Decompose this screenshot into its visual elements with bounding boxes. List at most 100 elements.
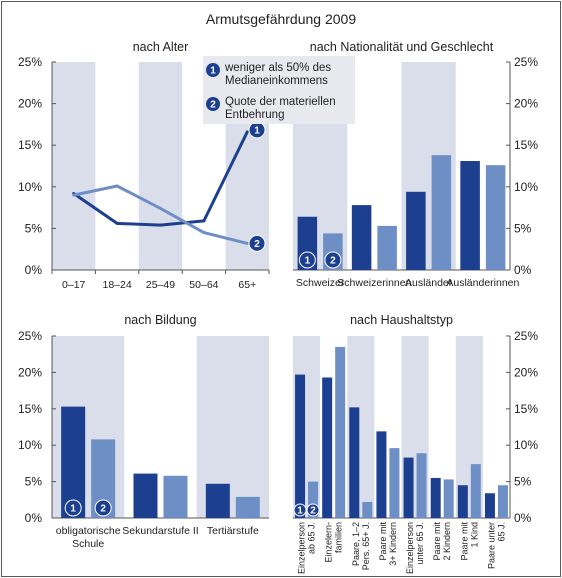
bar-marker-2-circle xyxy=(94,499,112,517)
bar-marker-1-circle xyxy=(293,503,307,517)
bar-series-2 xyxy=(362,501,373,518)
y-tick-label: 10% xyxy=(18,438,42,452)
bar-series-1 xyxy=(376,431,387,518)
x-tick-label: ab 65 J. xyxy=(307,522,317,554)
x-tick-label: Paare, 1–2 xyxy=(351,522,361,566)
bar-series-1 xyxy=(322,377,333,518)
panel-title: nach Nationalität und Geschlecht xyxy=(310,40,494,54)
bar-series-1 xyxy=(430,477,441,518)
bar-series-1 xyxy=(403,457,414,518)
x-tick-label: Einzelern- xyxy=(324,522,334,563)
bar-marker-1: 1 xyxy=(293,503,307,517)
x-tick-label: Einzelperson xyxy=(405,522,415,574)
bar-series-1 xyxy=(457,485,468,518)
x-tick-label: Paare mit xyxy=(432,522,442,561)
bar-marker-1-num: 1 xyxy=(305,256,311,267)
x-tick-label: Schweizerinnen xyxy=(337,277,411,289)
x-tick-label: 25–49 xyxy=(146,279,175,291)
y-tick-label: 5% xyxy=(25,221,43,235)
y-tick-label: 25% xyxy=(514,329,538,343)
bar-marker-2-num: 2 xyxy=(100,504,106,515)
x-tick-label: Paare unter xyxy=(486,522,496,569)
x-tick-label: Schule xyxy=(72,538,104,550)
chart-title: Armutsgefährdung 2009 xyxy=(206,11,356,27)
x-tick-label: Paare mit xyxy=(459,522,469,561)
panel-2: nach Nationalität und Geschlecht 0% 5% 10% 1… xyxy=(293,40,538,289)
y-tick-label: 25% xyxy=(514,55,538,69)
bar-marker-2: 2 xyxy=(306,503,320,517)
x-tick-label: 0–17 xyxy=(62,279,86,291)
legend-marker-2: 2 xyxy=(206,97,220,111)
bar-series-2 xyxy=(497,485,508,518)
y-tick-label: 20% xyxy=(18,97,42,111)
y-tick-label: 15% xyxy=(514,402,538,416)
bar-marker-2: 2 xyxy=(94,499,112,517)
panel-title: nach Haushaltstyp xyxy=(350,313,453,327)
bar-series-2 xyxy=(235,496,260,518)
bar-marker-2: 2 xyxy=(324,251,342,269)
legend-marker-2-circle xyxy=(206,97,220,111)
bar-marker-1-circle xyxy=(298,251,316,269)
bar-marker-1-num: 1 xyxy=(70,504,76,515)
x-tick-label: Ausländer xyxy=(405,277,453,289)
x-tick-label: unter 65 J. xyxy=(415,522,425,565)
bar-series-2 xyxy=(485,165,506,270)
data-point xyxy=(115,184,119,188)
bar-marker-1: 1 xyxy=(64,499,82,517)
x-tick-label: obligatorische xyxy=(56,525,121,537)
x-tick-label: 2 Kindern xyxy=(442,522,452,561)
x-tick-label: Pers. 65+ J. xyxy=(361,522,371,570)
panel-title: nach Alter xyxy=(133,40,189,54)
bar-series-1 xyxy=(61,406,86,518)
series-marker-2: 2 xyxy=(248,234,266,252)
data-point xyxy=(245,241,249,245)
category-band xyxy=(138,62,183,270)
bar-marker-2-num: 2 xyxy=(310,506,316,517)
y-tick-label: 10% xyxy=(514,180,538,194)
legend-label: Medianeinkommens xyxy=(225,75,328,87)
legend-marker-1: 1 xyxy=(206,63,220,77)
x-tick-label: 65+ xyxy=(238,279,256,291)
series-marker-2-num: 2 xyxy=(254,239,260,250)
data-point xyxy=(245,130,249,134)
bar-series-1 xyxy=(460,161,480,270)
x-tick-label: Sekundarstufe II xyxy=(122,525,198,537)
y-tick-label: 10% xyxy=(18,180,42,194)
x-tick-label: Tertiärstufe xyxy=(207,525,259,537)
y-tick-label: 20% xyxy=(514,365,538,379)
y-tick-label: 15% xyxy=(18,402,42,416)
bar-marker-1: 1 xyxy=(298,251,316,269)
legend-label: weniger als 50% des xyxy=(224,62,331,74)
x-tick-label: Einzelperson xyxy=(297,522,307,574)
panel-title: nach Bildung xyxy=(124,313,196,327)
bar-series-1 xyxy=(406,191,426,270)
y-tick-label: 5% xyxy=(25,475,43,489)
bar-series-1 xyxy=(351,205,372,270)
data-point xyxy=(159,206,162,210)
bar-series-1 xyxy=(484,493,495,518)
bar-marker-2-circle xyxy=(324,251,342,269)
y-tick-label: 20% xyxy=(514,97,538,111)
panel-3: nach Bildung 0% 5% 10% 15% 20% 25% 1 2 obligatori… xyxy=(18,313,269,550)
bar-marker-2-circle xyxy=(306,503,320,517)
legend-marker-1-num: 1 xyxy=(210,66,216,77)
x-tick-label: 18–24 xyxy=(102,279,131,291)
data-point xyxy=(115,221,119,225)
y-tick-label: 20% xyxy=(18,365,42,379)
bar-series-2 xyxy=(377,225,397,270)
data-point xyxy=(202,219,206,223)
series-marker-1-num: 1 xyxy=(254,125,260,136)
y-tick-label: 15% xyxy=(18,138,42,152)
bar-series-1 xyxy=(349,407,360,518)
bar-series-1 xyxy=(205,483,230,518)
data-point xyxy=(202,231,206,235)
y-tick-label: 25% xyxy=(18,329,42,343)
legend-marker-2-num: 2 xyxy=(210,100,216,111)
bar-series-2 xyxy=(308,481,319,518)
x-tick-label: Paare mit xyxy=(378,522,388,561)
bar-series-2 xyxy=(335,346,346,518)
